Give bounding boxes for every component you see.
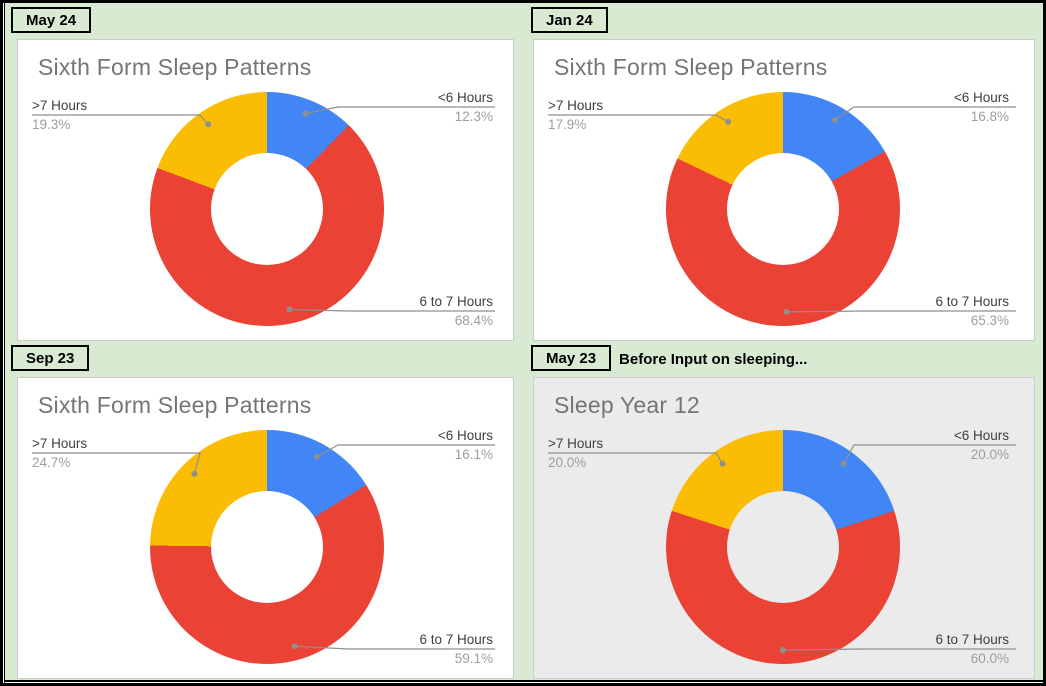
tab-row: May 24 xyxy=(11,3,526,33)
slice-pct: 60.0% xyxy=(970,651,1009,666)
chart-may-23[interactable]: Sleep Year 12 <6 Hours 20.0% 6 to 7 Hour… xyxy=(533,377,1035,679)
tab-cell-may-23[interactable]: May 23 xyxy=(531,345,612,371)
tab-row: Sep 23 xyxy=(11,341,526,371)
tab-cell-may-24[interactable]: May 24 xyxy=(11,7,92,33)
slice-name: 6 to 7 Hours xyxy=(419,294,493,309)
slice-name: <6 Hours xyxy=(437,428,493,443)
slice-label-6to7: 6 to 7 Hours 59.1% xyxy=(419,632,493,666)
slice-name: <6 Hours xyxy=(437,90,493,105)
chart-sep-23[interactable]: Sixth Form Sleep Patterns <6 Hours 16.1%… xyxy=(17,377,514,679)
chart-jan-24[interactable]: Sixth Form Sleep Patterns <6 Hours 16.8%… xyxy=(533,39,1035,341)
donut-hole xyxy=(727,153,839,265)
chart-title: Sixth Form Sleep Patterns xyxy=(554,54,828,80)
slice-name: >7 Hours xyxy=(548,436,604,451)
before-input-note: Before Input on sleeping... xyxy=(619,350,808,368)
slice-label-6to7: 6 to 7 Hours 60.0% xyxy=(935,632,1009,666)
slice-label-lt6: <6 Hours 20.0% xyxy=(954,428,1009,462)
quadrant-jan-24: Jan 24 Sixth Form Sleep Patterns <6 Hour… xyxy=(526,3,1043,341)
tab-cell-jan-24[interactable]: Jan 24 xyxy=(531,7,608,33)
slice-pct: 20.0% xyxy=(548,455,587,470)
slice-label-6to7: 6 to 7 Hours 68.4% xyxy=(419,294,493,328)
chart-title: Sixth Form Sleep Patterns xyxy=(38,54,312,80)
slice-name: >7 Hours xyxy=(32,436,88,451)
slice-name: >7 Hours xyxy=(32,98,88,113)
slice-label-lt6: <6 Hours 12.3% xyxy=(438,90,493,124)
donut-hole xyxy=(211,491,323,603)
tab-row: Jan 24 xyxy=(531,3,1043,33)
tab-cell-sep-23[interactable]: Sep 23 xyxy=(11,345,90,371)
donut-hole xyxy=(727,491,839,603)
slice-pct: 17.9% xyxy=(548,117,587,132)
slice-label-lt6: <6 Hours 16.8% xyxy=(954,90,1009,124)
chart-may-24[interactable]: Sixth Form Sleep Patterns <6 Hours 12.3%… xyxy=(17,39,514,341)
slice-label-6to7: 6 to 7 Hours 65.3% xyxy=(935,294,1009,328)
slice-label-gt7: >7 Hours 19.3% xyxy=(32,98,87,132)
slice-name: 6 to 7 Hours xyxy=(935,294,1009,309)
slice-label-gt7: >7 Hours 20.0% xyxy=(548,436,603,470)
donut-hole xyxy=(211,153,323,265)
slice-pct: 19.3% xyxy=(32,117,71,132)
slice-pct: 24.7% xyxy=(32,455,71,470)
donut xyxy=(150,92,384,326)
tab-row: May 23 Before Input on sleeping... xyxy=(531,341,1043,371)
slice-name: 6 to 7 Hours xyxy=(935,632,1009,647)
slice-name: <6 Hours xyxy=(953,428,1009,443)
slice-pct: 65.3% xyxy=(970,313,1009,328)
slice-pct: 12.3% xyxy=(454,109,493,124)
slice-label-gt7: >7 Hours 17.9% xyxy=(548,98,603,132)
chart-title: Sixth Form Sleep Patterns xyxy=(38,392,312,418)
slice-name: >7 Hours xyxy=(548,98,604,113)
slice-pct: 59.1% xyxy=(454,651,493,666)
donut xyxy=(666,92,900,326)
donut xyxy=(150,430,384,664)
slice-label-lt6: <6 Hours 16.1% xyxy=(438,428,493,462)
slice-label-gt7: >7 Hours 24.7% xyxy=(32,436,87,470)
chart-title: Sleep Year 12 xyxy=(554,392,700,418)
slice-pct: 16.8% xyxy=(970,109,1009,124)
quadrant-may-23: May 23 Before Input on sleeping... Sleep… xyxy=(526,341,1043,679)
slice-name: 6 to 7 Hours xyxy=(419,632,493,647)
donut xyxy=(666,430,900,664)
slice-name: <6 Hours xyxy=(953,90,1009,105)
quadrant-sep-23: Sep 23 Sixth Form Sleep Patterns <6 Hour… xyxy=(3,341,526,679)
slice-pct: 68.4% xyxy=(454,313,493,328)
slice-pct: 16.1% xyxy=(454,447,493,462)
quadrant-may-24: May 24 Sixth Form Sleep Patterns <6 Hour… xyxy=(3,3,526,341)
slice-pct: 20.0% xyxy=(970,447,1009,462)
